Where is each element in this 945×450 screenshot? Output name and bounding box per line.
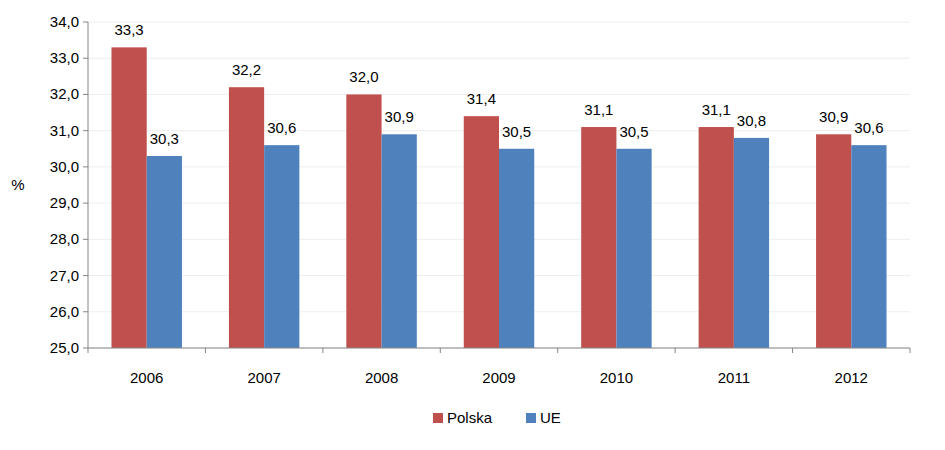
x-tick-label: 2009 bbox=[482, 369, 515, 386]
legend-swatch bbox=[526, 413, 536, 423]
data-label: 33,3 bbox=[114, 21, 143, 38]
bar bbox=[464, 116, 499, 348]
y-axis bbox=[88, 22, 89, 348]
bar bbox=[382, 134, 417, 348]
x-tick-label: 2006 bbox=[130, 369, 163, 386]
bar bbox=[734, 138, 769, 348]
data-label: 31,1 bbox=[584, 101, 613, 118]
chart-container: 25,0 26,0 27,0 28,0 29,0 30,0 31,0 32,0 33,0 34,0… bbox=[0, 0, 945, 450]
grid-line bbox=[88, 94, 910, 95]
bar bbox=[581, 127, 616, 348]
bar bbox=[816, 134, 851, 348]
y-tick-label: 34,0 bbox=[50, 13, 79, 30]
bar bbox=[616, 149, 651, 348]
bar bbox=[264, 145, 299, 348]
legend-label: UE bbox=[540, 409, 561, 426]
grid-line bbox=[88, 22, 910, 23]
data-label: 32,0 bbox=[349, 68, 378, 85]
x-tick bbox=[910, 348, 911, 353]
x-tick-label: 2012 bbox=[835, 369, 868, 386]
data-label: 30,9 bbox=[819, 108, 848, 125]
x-tick bbox=[557, 348, 558, 353]
data-label: 31,1 bbox=[702, 101, 731, 118]
y-tick-label: 30,0 bbox=[50, 158, 79, 175]
x-axis bbox=[88, 348, 910, 349]
y-tick-label: 29,0 bbox=[50, 194, 79, 211]
y-tick-label: 28,0 bbox=[50, 230, 79, 247]
data-label: 30,6 bbox=[267, 119, 296, 136]
bar bbox=[111, 47, 146, 348]
y-tick bbox=[83, 22, 88, 23]
y-tick-label: 33,0 bbox=[50, 49, 79, 66]
bar bbox=[699, 127, 734, 348]
bar bbox=[147, 156, 182, 348]
legend-label: Polska bbox=[447, 409, 493, 426]
bar bbox=[851, 145, 886, 348]
x-tick bbox=[440, 348, 441, 353]
y-tick bbox=[83, 166, 88, 167]
grid-line bbox=[88, 58, 910, 59]
bar bbox=[346, 94, 381, 348]
x-tick bbox=[322, 348, 323, 353]
y-tick bbox=[83, 348, 88, 349]
bar bbox=[229, 87, 264, 348]
data-label: 30,6 bbox=[854, 119, 883, 136]
x-tick-label: 2011 bbox=[718, 369, 750, 386]
y-tick-label: 25,0 bbox=[50, 339, 79, 356]
grid bbox=[88, 22, 910, 348]
y-tick-label: 26,0 bbox=[50, 303, 79, 320]
grid-line bbox=[88, 348, 910, 349]
legend-swatch bbox=[433, 413, 443, 423]
y-tick-label: 27,0 bbox=[50, 267, 79, 284]
data-label: 30,5 bbox=[502, 123, 531, 140]
y-tick bbox=[83, 94, 88, 95]
data-label: 30,9 bbox=[385, 108, 414, 125]
y-tick-label: 32,0 bbox=[50, 85, 79, 102]
data-labels: 33,3 32,2 32,0 31,4 31,1 31,1 30,9 30,3 30,6 30,9… bbox=[114, 21, 883, 147]
y-tick bbox=[83, 239, 88, 240]
data-label: 32,2 bbox=[232, 61, 261, 78]
y-tick bbox=[83, 311, 88, 312]
bars bbox=[111, 47, 886, 348]
data-label: 30,8 bbox=[737, 112, 766, 129]
y-tick-label: 31,0 bbox=[50, 122, 79, 139]
x-tick bbox=[205, 348, 206, 353]
x-tick-label: 2010 bbox=[600, 369, 633, 386]
legend: Polska UE bbox=[433, 409, 561, 426]
bar bbox=[499, 149, 534, 348]
x-tick-label: 2007 bbox=[247, 369, 280, 386]
y-axis-label: % bbox=[11, 176, 24, 193]
y-tick bbox=[83, 58, 88, 59]
data-label: 31,4 bbox=[467, 90, 496, 107]
x-tick-label: 2008 bbox=[365, 369, 398, 386]
x-tick bbox=[88, 348, 89, 353]
data-label: 30,5 bbox=[619, 123, 648, 140]
chart-svg: 25,0 26,0 27,0 28,0 29,0 30,0 31,0 32,0 33,0 34,0… bbox=[0, 0, 945, 450]
y-tick bbox=[83, 130, 88, 131]
y-tick bbox=[83, 275, 88, 276]
x-tick bbox=[792, 348, 793, 353]
y-tick bbox=[83, 203, 88, 204]
data-label: 30,3 bbox=[150, 130, 179, 147]
x-tick bbox=[675, 348, 676, 353]
